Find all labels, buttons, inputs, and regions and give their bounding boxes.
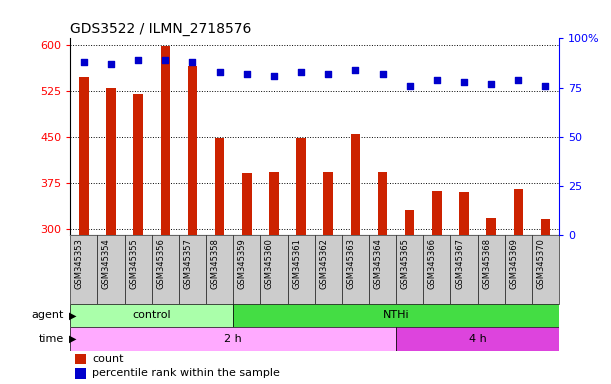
Text: GSM345355: GSM345355	[129, 238, 138, 289]
Text: count: count	[92, 354, 124, 364]
Text: NTHi: NTHi	[383, 310, 409, 320]
Text: GSM345353: GSM345353	[75, 238, 84, 289]
Bar	[323, 172, 333, 384]
Bar	[514, 189, 523, 384]
Bar	[70, 327, 396, 351]
Bar	[405, 210, 414, 384]
Bar	[396, 327, 559, 351]
Bar	[260, 235, 288, 304]
Bar	[179, 235, 206, 304]
Bar	[478, 235, 505, 304]
Bar	[133, 94, 143, 384]
Point	[296, 69, 306, 75]
Bar	[242, 174, 252, 384]
Bar	[206, 235, 233, 304]
Point	[405, 83, 415, 89]
Text: GSM345367: GSM345367	[455, 238, 464, 289]
Text: GSM345369: GSM345369	[510, 238, 518, 289]
Text: 4 h: 4 h	[469, 334, 486, 344]
Bar	[369, 235, 396, 304]
Point	[513, 76, 523, 83]
Bar	[161, 46, 170, 384]
Bar	[423, 235, 450, 304]
Point	[323, 71, 333, 77]
Point	[269, 73, 279, 79]
Bar	[75, 368, 86, 379]
Text: ▶: ▶	[69, 334, 76, 344]
Text: time: time	[39, 334, 64, 344]
Text: GSM345370: GSM345370	[536, 238, 546, 289]
Point	[161, 57, 170, 63]
Point	[106, 61, 116, 67]
Text: GSM345366: GSM345366	[428, 238, 437, 289]
Bar	[505, 235, 532, 304]
Bar	[288, 235, 315, 304]
Bar	[315, 235, 342, 304]
Text: GSM345357: GSM345357	[183, 238, 192, 289]
Bar	[70, 235, 97, 304]
Bar	[97, 235, 125, 304]
Bar	[541, 220, 551, 384]
Text: control: control	[133, 310, 171, 320]
Text: GSM345356: GSM345356	[156, 238, 166, 289]
Bar	[75, 354, 86, 364]
Bar	[79, 77, 89, 384]
Point	[79, 59, 89, 65]
Point	[432, 76, 442, 83]
Point	[541, 83, 551, 89]
Bar	[106, 88, 115, 384]
Point	[188, 59, 197, 65]
Bar	[378, 172, 387, 384]
Text: 2 h: 2 h	[224, 334, 242, 344]
Bar	[486, 218, 496, 384]
Text: GDS3522 / ILMN_2718576: GDS3522 / ILMN_2718576	[70, 22, 252, 36]
Bar	[233, 304, 559, 327]
Text: percentile rank within the sample: percentile rank within the sample	[92, 368, 280, 378]
Point	[214, 69, 224, 75]
Point	[459, 79, 469, 85]
Text: GSM345365: GSM345365	[401, 238, 410, 289]
Bar	[215, 139, 224, 384]
Point	[486, 81, 496, 87]
Bar	[432, 190, 442, 384]
Bar	[125, 235, 152, 304]
Text: GSM345358: GSM345358	[211, 238, 219, 289]
Text: GSM345368: GSM345368	[482, 238, 491, 289]
Text: ▶: ▶	[69, 310, 76, 320]
Text: GSM345361: GSM345361	[292, 238, 301, 289]
Text: agent: agent	[32, 310, 64, 320]
Text: GSM345354: GSM345354	[102, 238, 111, 289]
Bar	[459, 192, 469, 384]
Bar	[152, 235, 179, 304]
Point	[242, 71, 252, 77]
Bar	[233, 235, 260, 304]
Text: GSM345363: GSM345363	[346, 238, 356, 289]
Text: GSM345359: GSM345359	[238, 238, 247, 289]
Bar	[396, 235, 423, 304]
Bar	[351, 134, 360, 384]
Bar	[188, 66, 197, 384]
Bar	[269, 172, 279, 384]
Point	[378, 71, 387, 77]
Point	[133, 57, 143, 63]
Bar	[532, 235, 559, 304]
Bar	[342, 235, 369, 304]
Bar	[296, 138, 306, 384]
Bar	[70, 304, 233, 327]
Point	[351, 67, 360, 73]
Bar	[450, 235, 478, 304]
Text: GSM345360: GSM345360	[265, 238, 274, 289]
Text: GSM345364: GSM345364	[373, 238, 382, 289]
Text: GSM345362: GSM345362	[319, 238, 328, 289]
